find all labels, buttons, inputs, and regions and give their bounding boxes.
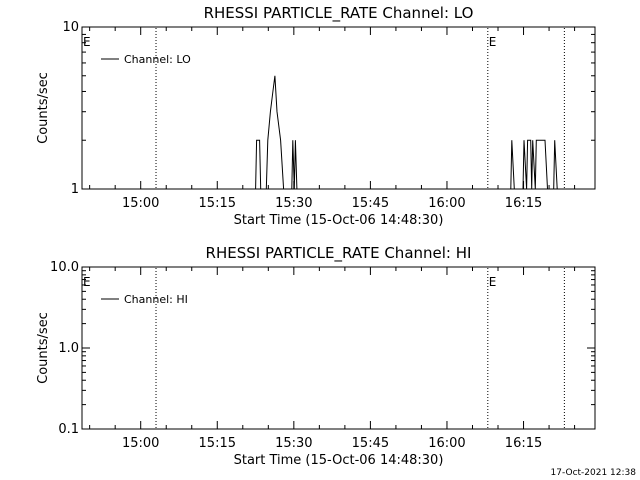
x-tick-label: 16:00: [428, 196, 465, 211]
event-flag-label: E: [83, 275, 91, 289]
x-tick-label: 15:45: [352, 436, 389, 451]
series-line: [82, 75, 595, 190]
x-tick-label: 16:00: [428, 436, 465, 451]
x-tick-label: 16:15: [505, 196, 542, 211]
plot-frame: [81, 26, 596, 190]
x-tick-label: 15:30: [275, 436, 312, 451]
x-tick-label: 15:15: [199, 436, 236, 451]
x-axis-label: Start Time (15-Oct-06 14:48:30): [234, 213, 444, 228]
legend-label: Channel: HI: [124, 293, 188, 306]
x-tick-label: 15:00: [122, 436, 159, 451]
legend-label: Channel: LO: [124, 53, 191, 66]
generation-timestamp: 17-Oct-2021 12:38: [551, 468, 637, 478]
y-tick-label: 1.0: [58, 341, 79, 356]
y-tick-label: 10: [62, 20, 79, 35]
y-tick-label: 10.0: [50, 260, 79, 275]
x-tick-label: 15:30: [275, 196, 312, 211]
plot-frame: [81, 266, 596, 430]
chart-title: RHESSI PARTICLE_RATE Channel: HI: [206, 244, 472, 263]
x-axis-label: Start Time (15-Oct-06 14:48:30): [234, 453, 444, 468]
x-tick-label: 16:15: [505, 436, 542, 451]
y-tick-label: 1: [71, 182, 79, 197]
x-tick-label: 15:00: [122, 196, 159, 211]
x-tick-label: 15:45: [352, 196, 389, 211]
x-tick-label: 15:15: [199, 196, 236, 211]
event-flag-label: E: [489, 275, 497, 289]
y-axis-label: Counts/sec: [36, 72, 51, 144]
y-axis-label: Counts/sec: [36, 312, 51, 384]
chart-title: RHESSI PARTICLE_RATE Channel: LO: [204, 4, 474, 23]
event-flag-label: E: [489, 35, 497, 49]
event-flag-label: E: [83, 35, 91, 49]
y-tick-label: 0.1: [58, 422, 79, 437]
